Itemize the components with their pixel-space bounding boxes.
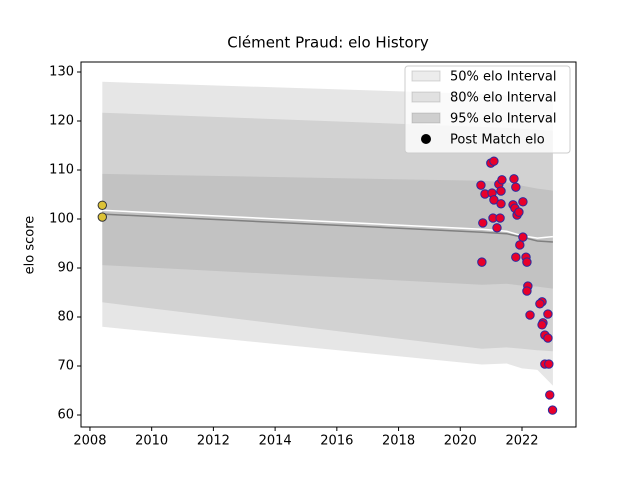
match-point (496, 199, 506, 209)
y-tick-label: 110 (49, 162, 74, 177)
match-point (509, 174, 519, 184)
y-tick-label: 100 (49, 211, 74, 226)
legend-swatch (411, 70, 441, 82)
match-point (535, 299, 545, 309)
match-point (515, 240, 525, 250)
match-point (489, 156, 499, 166)
match-point (537, 320, 547, 330)
y-tick-label: 80 (57, 309, 74, 324)
y-axis-label: elo score (23, 216, 38, 275)
interval-band (102, 173, 553, 289)
elo-line (102, 213, 553, 243)
match-point (543, 333, 553, 343)
match-point (478, 218, 488, 228)
y-tick-label: 120 (49, 113, 74, 128)
match-point (522, 286, 532, 296)
legend-label: 95% elo Interval (450, 112, 557, 127)
match-point (97, 200, 107, 210)
match-point (511, 182, 521, 192)
x-tick-label: 2010 (135, 434, 168, 449)
match-point (514, 207, 524, 217)
legend-label: 80% elo Interval (450, 91, 557, 106)
y-tick-label: 130 (49, 64, 74, 79)
match-point (97, 212, 107, 222)
interval-band (102, 112, 553, 352)
interval-band (102, 81, 553, 386)
match-point (511, 252, 521, 262)
x-tick-label: 2016 (320, 434, 353, 449)
x-tick-label: 2020 (444, 434, 477, 449)
match-point (492, 223, 502, 233)
legend-label: 50% elo Interval (450, 70, 557, 85)
match-point (525, 310, 535, 320)
match-point (522, 257, 532, 267)
x-tick-label: 2012 (197, 434, 230, 449)
legend-box (404, 65, 571, 154)
legend-swatch (411, 112, 441, 124)
match-point (477, 257, 487, 267)
match-point (544, 359, 554, 369)
match-point (518, 197, 528, 207)
legend-swatch (411, 91, 441, 103)
match-point (543, 309, 553, 319)
match-point (496, 186, 506, 196)
match-point (497, 175, 507, 185)
match-point (489, 195, 499, 205)
legend-label: Post Match elo (450, 133, 545, 148)
legend: 50% elo Interval 80% elo Interval 95% elo … (404, 65, 571, 154)
elo-line (102, 209, 553, 239)
legend-marker (421, 134, 431, 144)
match-point (545, 390, 555, 400)
x-tick-label: 2008 (73, 434, 106, 449)
match-point (495, 213, 505, 223)
x-tick-label: 2014 (259, 434, 292, 449)
y-tick-label: 60 (57, 407, 74, 422)
match-point (547, 405, 558, 415)
plot-frame (80, 61, 577, 428)
match-point (476, 180, 486, 190)
chart-title: Clément Praud: elo History (227, 34, 429, 52)
y-tick-label: 70 (57, 358, 74, 373)
x-tick-label: 2018 (382, 434, 415, 449)
match-point (518, 232, 528, 242)
y-tick-label: 90 (57, 260, 74, 275)
x-tick-label: 2022 (505, 434, 538, 449)
